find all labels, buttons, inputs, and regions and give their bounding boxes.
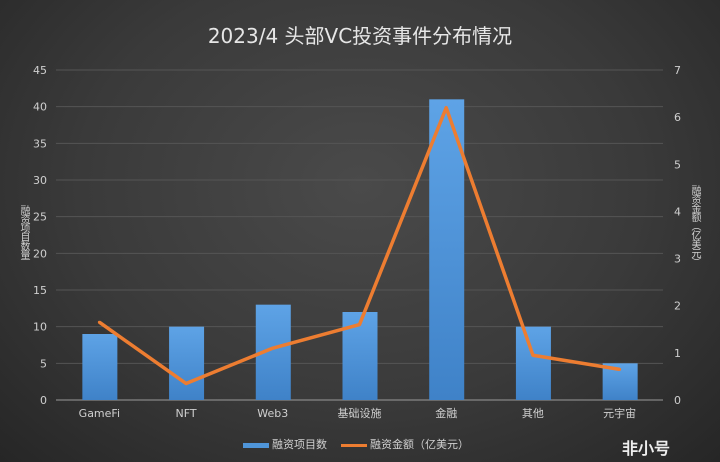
line-point xyxy=(444,106,448,110)
line-point xyxy=(97,320,101,324)
y2-tick-label: 2 xyxy=(674,300,681,313)
y2-axis-label: 融资金额（亿美元） xyxy=(689,185,700,266)
line-point xyxy=(271,346,275,350)
bar xyxy=(515,326,551,400)
watermark-logo: 非小号 xyxy=(622,439,671,458)
y2-tick-label: 3 xyxy=(674,253,681,266)
y-tick-label: 45 xyxy=(33,64,47,77)
chart-title: 2023/4 头部VC投资事件分布情况 xyxy=(207,24,513,48)
y-tick-label: 20 xyxy=(33,247,47,260)
x-tick-label: 其他 xyxy=(522,407,544,420)
x-tick-label: 基础设施 xyxy=(338,407,382,420)
y-tick-label: 25 xyxy=(33,211,47,224)
bar xyxy=(169,326,205,400)
bar xyxy=(82,334,118,400)
legend-line-swatch xyxy=(341,443,367,447)
legend-line-label: 融资金额（亿美元） xyxy=(370,438,469,451)
line-point xyxy=(531,353,535,357)
y-tick-label: 0 xyxy=(40,394,47,407)
line-point xyxy=(184,382,188,385)
legend-bar-label: 融资项目数 xyxy=(272,438,327,451)
y-axis-label: 融资项目数量 xyxy=(18,205,29,259)
line-point xyxy=(358,323,361,327)
x-tick-label: 元宇宙 xyxy=(603,406,636,420)
y2-tick-label: 1 xyxy=(674,347,681,360)
legend-bar-swatch xyxy=(243,442,269,448)
y-tick-label: 35 xyxy=(33,137,47,150)
y-tick-label: 40 xyxy=(33,101,47,114)
y-tick-label: 10 xyxy=(33,321,47,334)
legend-bar: 融资项目数 xyxy=(243,436,327,452)
x-tick-label: GameFi xyxy=(79,407,120,420)
bar xyxy=(429,99,465,400)
legend: 融资项目数 融资金额（亿美元） xyxy=(243,436,469,452)
x-tick-label: Web3 xyxy=(257,407,288,420)
y-tick-label: 15 xyxy=(33,284,47,297)
y2-tick-label: 6 xyxy=(674,111,681,124)
y-tick-label: 5 xyxy=(40,357,47,370)
y2-tick-label: 7 xyxy=(674,64,681,77)
x-tick-label: 金融 xyxy=(435,406,457,420)
y2-tick-label: 5 xyxy=(674,158,681,171)
x-tick-label: NFT xyxy=(176,407,197,420)
line-point xyxy=(618,367,622,371)
y2-tick-label: 4 xyxy=(674,205,681,218)
y2-tick-label: 0 xyxy=(674,394,681,407)
y-tick-label: 30 xyxy=(33,174,47,187)
legend-line: 融资金额（亿美元） xyxy=(341,436,469,452)
